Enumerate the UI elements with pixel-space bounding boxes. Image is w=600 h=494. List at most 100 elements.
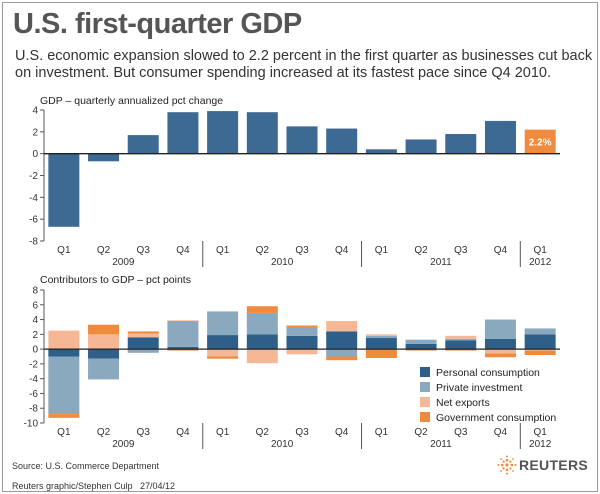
contrib-bar-personal-consumption bbox=[484, 338, 516, 350]
x-category-label: Q1 bbox=[533, 427, 547, 438]
x-year-label: 2012 bbox=[529, 439, 552, 450]
contrib-bar-private-investment bbox=[286, 326, 318, 336]
legend-label-personal-consumption: Personal consumption bbox=[436, 367, 540, 379]
legend-swatch-net-exports bbox=[420, 397, 430, 407]
contrib-bar-private-investment bbox=[326, 349, 358, 357]
contrib-bar-private-investment bbox=[88, 358, 120, 380]
x-category-label: Q2 bbox=[256, 427, 270, 438]
contrib-bar-government-consumption bbox=[365, 349, 397, 358]
x-category-label: Q4 bbox=[176, 245, 190, 256]
contrib-bar-net-exports bbox=[405, 339, 437, 341]
x-category-label: Q1 bbox=[375, 427, 389, 438]
gdp-highlight-label: 2.2% bbox=[529, 138, 552, 149]
contrib-bar-personal-consumption bbox=[88, 349, 120, 359]
contrib-bar-government-consumption bbox=[484, 353, 516, 358]
contrib-bar-private-investment bbox=[167, 321, 199, 347]
y-tick-label: 0 bbox=[32, 149, 38, 160]
legend-swatch-private-investment bbox=[420, 382, 430, 392]
x-category-label: Q4 bbox=[335, 427, 349, 438]
contrib-bar-net-exports bbox=[167, 320, 199, 322]
x-category-label: Q2 bbox=[97, 427, 111, 438]
gdp-bar bbox=[286, 126, 318, 154]
x-category-label: Q4 bbox=[494, 427, 508, 438]
contrib-bar-government-consumption bbox=[127, 331, 159, 334]
contrib-bar-government-consumption bbox=[326, 356, 358, 361]
x-year-label: 2010 bbox=[271, 257, 294, 268]
gdp-bar bbox=[405, 139, 437, 154]
contrib-bar-personal-consumption bbox=[405, 343, 437, 350]
contrib-bar-government-consumption bbox=[445, 349, 477, 351]
x-category-label: Q2 bbox=[414, 427, 428, 438]
contrib-bar-personal-consumption bbox=[48, 349, 80, 357]
y-tick-label: 4 bbox=[32, 106, 38, 117]
gdp-bar bbox=[445, 134, 477, 154]
x-category-label: Q2 bbox=[256, 245, 270, 256]
graphic-credit: Reuters graphic/Stephen Culp bbox=[12, 481, 133, 491]
contrib-bar-personal-consumption bbox=[445, 340, 477, 350]
contrib-bar-government-consumption bbox=[246, 306, 278, 313]
x-year-label: 2011 bbox=[430, 257, 452, 268]
y-tick-label: -6 bbox=[29, 215, 38, 226]
x-category-label: Q1 bbox=[57, 427, 71, 438]
chart-title: GDP – quarterly annualized pct change bbox=[40, 95, 223, 107]
x-category-label: Q3 bbox=[137, 427, 151, 438]
x-category-label: Q4 bbox=[335, 245, 349, 256]
x-year-label: 2009 bbox=[112, 257, 135, 268]
gdp-bar bbox=[48, 153, 80, 227]
gdp-bar bbox=[88, 153, 120, 162]
contrib-bar-net-exports bbox=[246, 349, 278, 364]
contrib-bar-government-consumption bbox=[88, 324, 120, 335]
y-tick-label: -10 bbox=[24, 419, 39, 430]
contrib-bar-net-exports bbox=[286, 349, 318, 355]
contrib-bar-personal-consumption bbox=[167, 346, 199, 350]
x-category-label: Q1 bbox=[216, 245, 230, 256]
y-tick-label: 4 bbox=[32, 315, 38, 326]
contrib-bar-government-consumption bbox=[405, 349, 437, 351]
reuters-logo-icon bbox=[497, 455, 517, 475]
x-category-label: Q2 bbox=[97, 245, 111, 256]
contrib-bar-government-consumption bbox=[207, 356, 239, 359]
contrib-bar-private-investment bbox=[48, 356, 80, 415]
contrib-bar-government-consumption bbox=[167, 349, 199, 351]
x-category-label: Q3 bbox=[137, 245, 151, 256]
gdp-bar bbox=[484, 120, 516, 154]
contrib-bar-government-consumption bbox=[48, 414, 80, 418]
legend-swatch-personal-consumption bbox=[420, 367, 430, 377]
x-category-label: Q4 bbox=[176, 427, 190, 438]
x-category-label: Q3 bbox=[295, 427, 309, 438]
x-category-label: Q1 bbox=[375, 245, 389, 256]
contrib-bar-net-exports bbox=[207, 349, 239, 357]
gdp-bar bbox=[246, 112, 278, 154]
contrib-bar-private-investment bbox=[127, 349, 159, 353]
contrib-bar-private-investment bbox=[405, 339, 437, 344]
contrib-bar-net-exports bbox=[127, 333, 159, 338]
page-title: U.S. first-quarter GDP bbox=[13, 8, 302, 40]
gdp-bar bbox=[207, 111, 239, 154]
x-year-label: 2009 bbox=[112, 439, 135, 450]
y-tick-label: -8 bbox=[29, 237, 38, 248]
graphic-date: 27/04/12 bbox=[140, 481, 176, 491]
y-tick-label: -6 bbox=[29, 389, 38, 400]
contrib-bar-private-investment bbox=[365, 335, 397, 339]
x-category-label: Q2 bbox=[414, 245, 428, 256]
legend-swatch-government-consumption bbox=[420, 412, 430, 422]
x-category-label: Q1 bbox=[216, 427, 230, 438]
contrib-bar-personal-consumption bbox=[365, 338, 397, 350]
legend-label-net-exports: Net exports bbox=[436, 397, 490, 409]
x-year-label: 2011 bbox=[430, 439, 452, 450]
contrib-bar-personal-consumption bbox=[246, 334, 278, 350]
contrib-bar-private-investment bbox=[484, 319, 516, 339]
chart-legend: Personal consumption Private investment Ne… bbox=[414, 363, 560, 424]
contrib-bar-personal-consumption bbox=[524, 334, 556, 350]
contrib-bar-private-investment bbox=[207, 311, 239, 336]
x-category-label: Q3 bbox=[454, 427, 468, 438]
contrib-bar-net-exports bbox=[484, 349, 516, 354]
contrib-bar-net-exports bbox=[326, 321, 358, 332]
contrib-bar-government-consumption bbox=[524, 350, 556, 356]
contrib-bar-net-exports bbox=[365, 334, 397, 336]
y-tick-label: 8 bbox=[32, 286, 38, 297]
contrib-bar-net-exports bbox=[445, 335, 477, 339]
contrib-bar-personal-consumption bbox=[286, 335, 318, 350]
